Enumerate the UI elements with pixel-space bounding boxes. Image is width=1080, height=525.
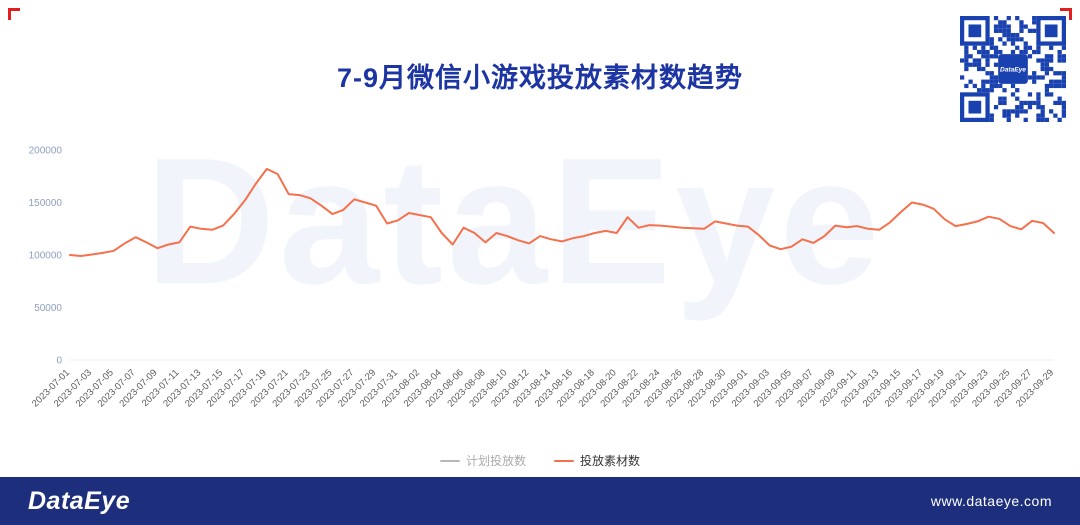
legend-label-material-count: 投放素材数 [580,454,641,468]
y-tick-label: 50000 [34,303,62,314]
qr-code: DataEye [960,16,1066,122]
svg-text:DataEye: DataEye [1000,66,1026,73]
corner-mark-right [1060,8,1072,20]
y-tick-label: 100000 [29,251,63,262]
chart-canvas: 0500001000001500002000002023-07-012023-0… [29,146,1056,410]
legend-item-material-count[interactable]: 投放素材数 [554,452,640,469]
footer-bar: DataEye www.dataeye.com [0,477,1080,525]
y-tick-label: 200000 [29,146,63,157]
corner-mark-left [8,8,20,20]
legend-line-material-count [554,459,574,462]
legend-line-plan-count [439,459,460,462]
line-chart: 0 50000 100000 150000 200000 2023-07-01 2023-0… [8,136,1072,448]
y-tick-label: 0 [56,356,62,367]
series-line-material-count [69,167,1055,257]
legend-label-plan-count: 计划投放数 [465,454,526,468]
page-title: 7-9月微信小游戏投放素材数趋势 [336,63,744,93]
chart-legend: 计划投放数 投放素材数 [0,452,1080,469]
dataeye-logo: DataEye [28,486,131,515]
y-tick-label: 150000 [29,198,63,209]
footer-url[interactable]: www.dataeye.com [930,493,1052,509]
legend-item-plan-count[interactable]: 计划投放数 [439,452,526,469]
